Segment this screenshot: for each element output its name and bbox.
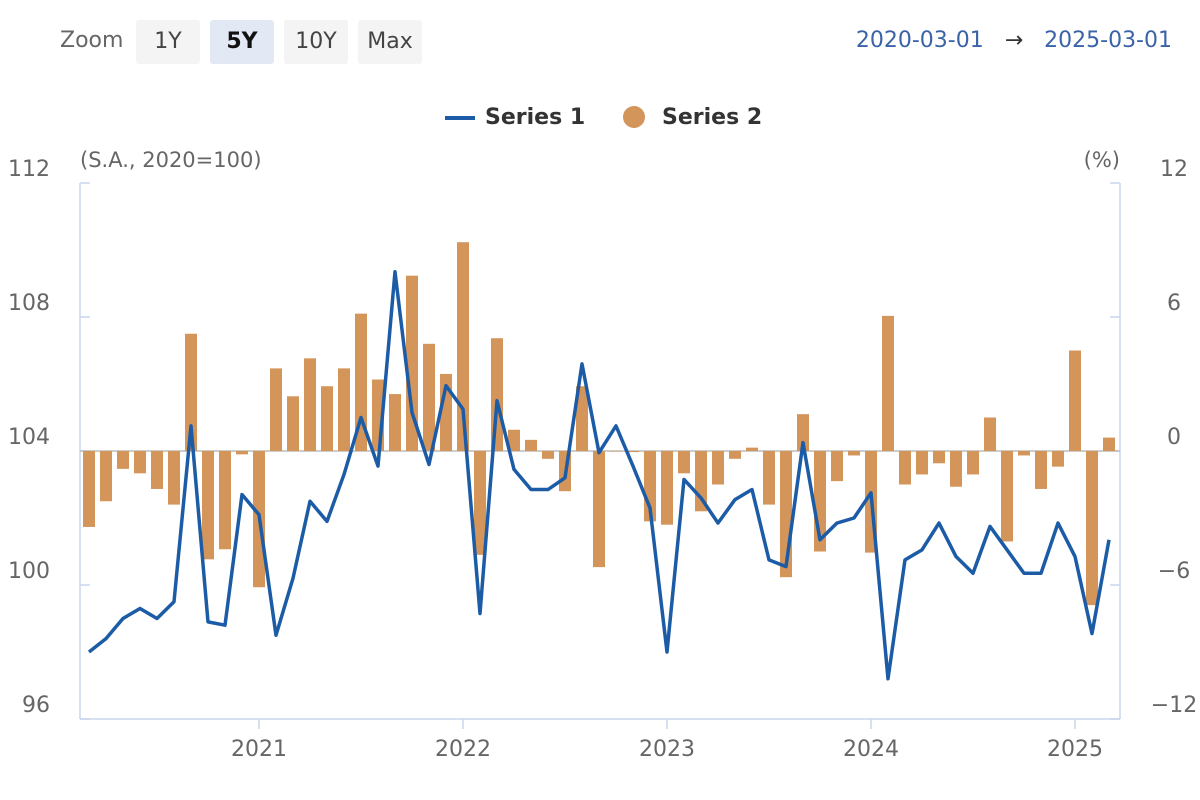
bar <box>831 451 843 482</box>
y-tick-label: 104 <box>8 425 50 450</box>
zoom-button[interactable]: 1Y <box>136 20 200 64</box>
bar <box>508 429 520 451</box>
zoom-button[interactable]: 10Y <box>284 20 348 64</box>
bar <box>729 451 741 459</box>
bar <box>797 414 809 451</box>
bar <box>661 451 673 525</box>
bar <box>83 451 95 527</box>
bar <box>406 275 418 451</box>
bar <box>1086 451 1098 606</box>
bar <box>219 451 231 550</box>
bar <box>1035 451 1047 489</box>
bar <box>933 451 945 464</box>
legend-label: Series 1 <box>485 105 585 130</box>
bar <box>100 451 112 502</box>
bar <box>202 451 214 560</box>
y2-tick-label: 12 <box>1160 157 1188 182</box>
y2-tick-label: 0 <box>1167 425 1181 450</box>
bar <box>763 451 775 505</box>
range-end[interactable]: 2025-03-01 <box>1044 28 1172 53</box>
range-start[interactable]: 2020-03-01 <box>855 28 984 53</box>
zoom-button[interactable]: Max <box>358 20 422 64</box>
bar <box>287 396 299 451</box>
bar <box>627 451 639 453</box>
legend-label: Series 2 <box>662 105 762 130</box>
bar <box>984 417 996 451</box>
range-arrow: → <box>1004 28 1024 53</box>
bar <box>304 358 316 451</box>
y2-axis-title: (%) <box>1084 148 1120 172</box>
bar <box>950 451 962 487</box>
bar <box>338 368 350 451</box>
y2-tick-label: −6 <box>1158 559 1190 584</box>
bar <box>593 451 605 568</box>
bar <box>423 343 435 451</box>
bar <box>916 451 928 475</box>
bar <box>525 439 537 451</box>
bar <box>1001 451 1013 542</box>
bar <box>1052 451 1064 467</box>
bar <box>1018 451 1030 456</box>
bar <box>185 333 197 451</box>
bar <box>899 451 911 485</box>
zoom-button[interactable]: 5Y <box>210 20 274 64</box>
toolbar: Zoom 1Y 5Y 10Y Max 2020-03-01 → 2025-03-01 <box>0 0 1200 80</box>
bar <box>457 242 469 451</box>
legend: Series 1 Series 2 <box>445 105 762 130</box>
y2-tick-label: −12 <box>1151 693 1197 718</box>
bar <box>117 451 129 469</box>
y2-tick-label: 6 <box>1167 291 1181 316</box>
bar <box>151 451 163 489</box>
x-tick-label: 2022 <box>435 737 491 762</box>
bar <box>746 447 758 451</box>
x-tick-label: 2025 <box>1047 737 1103 762</box>
bar <box>321 386 333 451</box>
bar <box>610 451 622 452</box>
x-tick-label: 2023 <box>639 737 695 762</box>
bar <box>474 451 486 555</box>
bar <box>542 451 554 459</box>
bar <box>389 394 401 451</box>
y-tick-label: 108 <box>8 291 50 316</box>
x-tick-label: 2024 <box>843 737 899 762</box>
bar <box>270 368 282 451</box>
bar <box>1069 350 1081 451</box>
legend-swatch <box>623 106 645 128</box>
y-tick-label: 96 <box>22 693 50 718</box>
bar <box>576 386 588 451</box>
y-axis-title: (S.A., 2020=100) <box>80 148 262 172</box>
bar <box>1103 437 1115 451</box>
x-tick-label: 2021 <box>231 737 287 762</box>
bar <box>134 451 146 474</box>
bar <box>882 315 894 451</box>
bar <box>678 451 690 474</box>
bar <box>967 451 979 475</box>
y-tick-label: 100 <box>8 559 50 584</box>
bar <box>168 451 180 505</box>
bar <box>236 451 248 455</box>
zoom-label: Zoom <box>60 28 124 53</box>
date-range: 2020-03-01 → 2025-03-01 <box>856 28 1172 53</box>
bar <box>848 451 860 456</box>
line <box>87 270 1111 681</box>
bar <box>355 313 367 451</box>
bar <box>712 451 724 485</box>
y-tick-label: 112 <box>8 157 50 182</box>
